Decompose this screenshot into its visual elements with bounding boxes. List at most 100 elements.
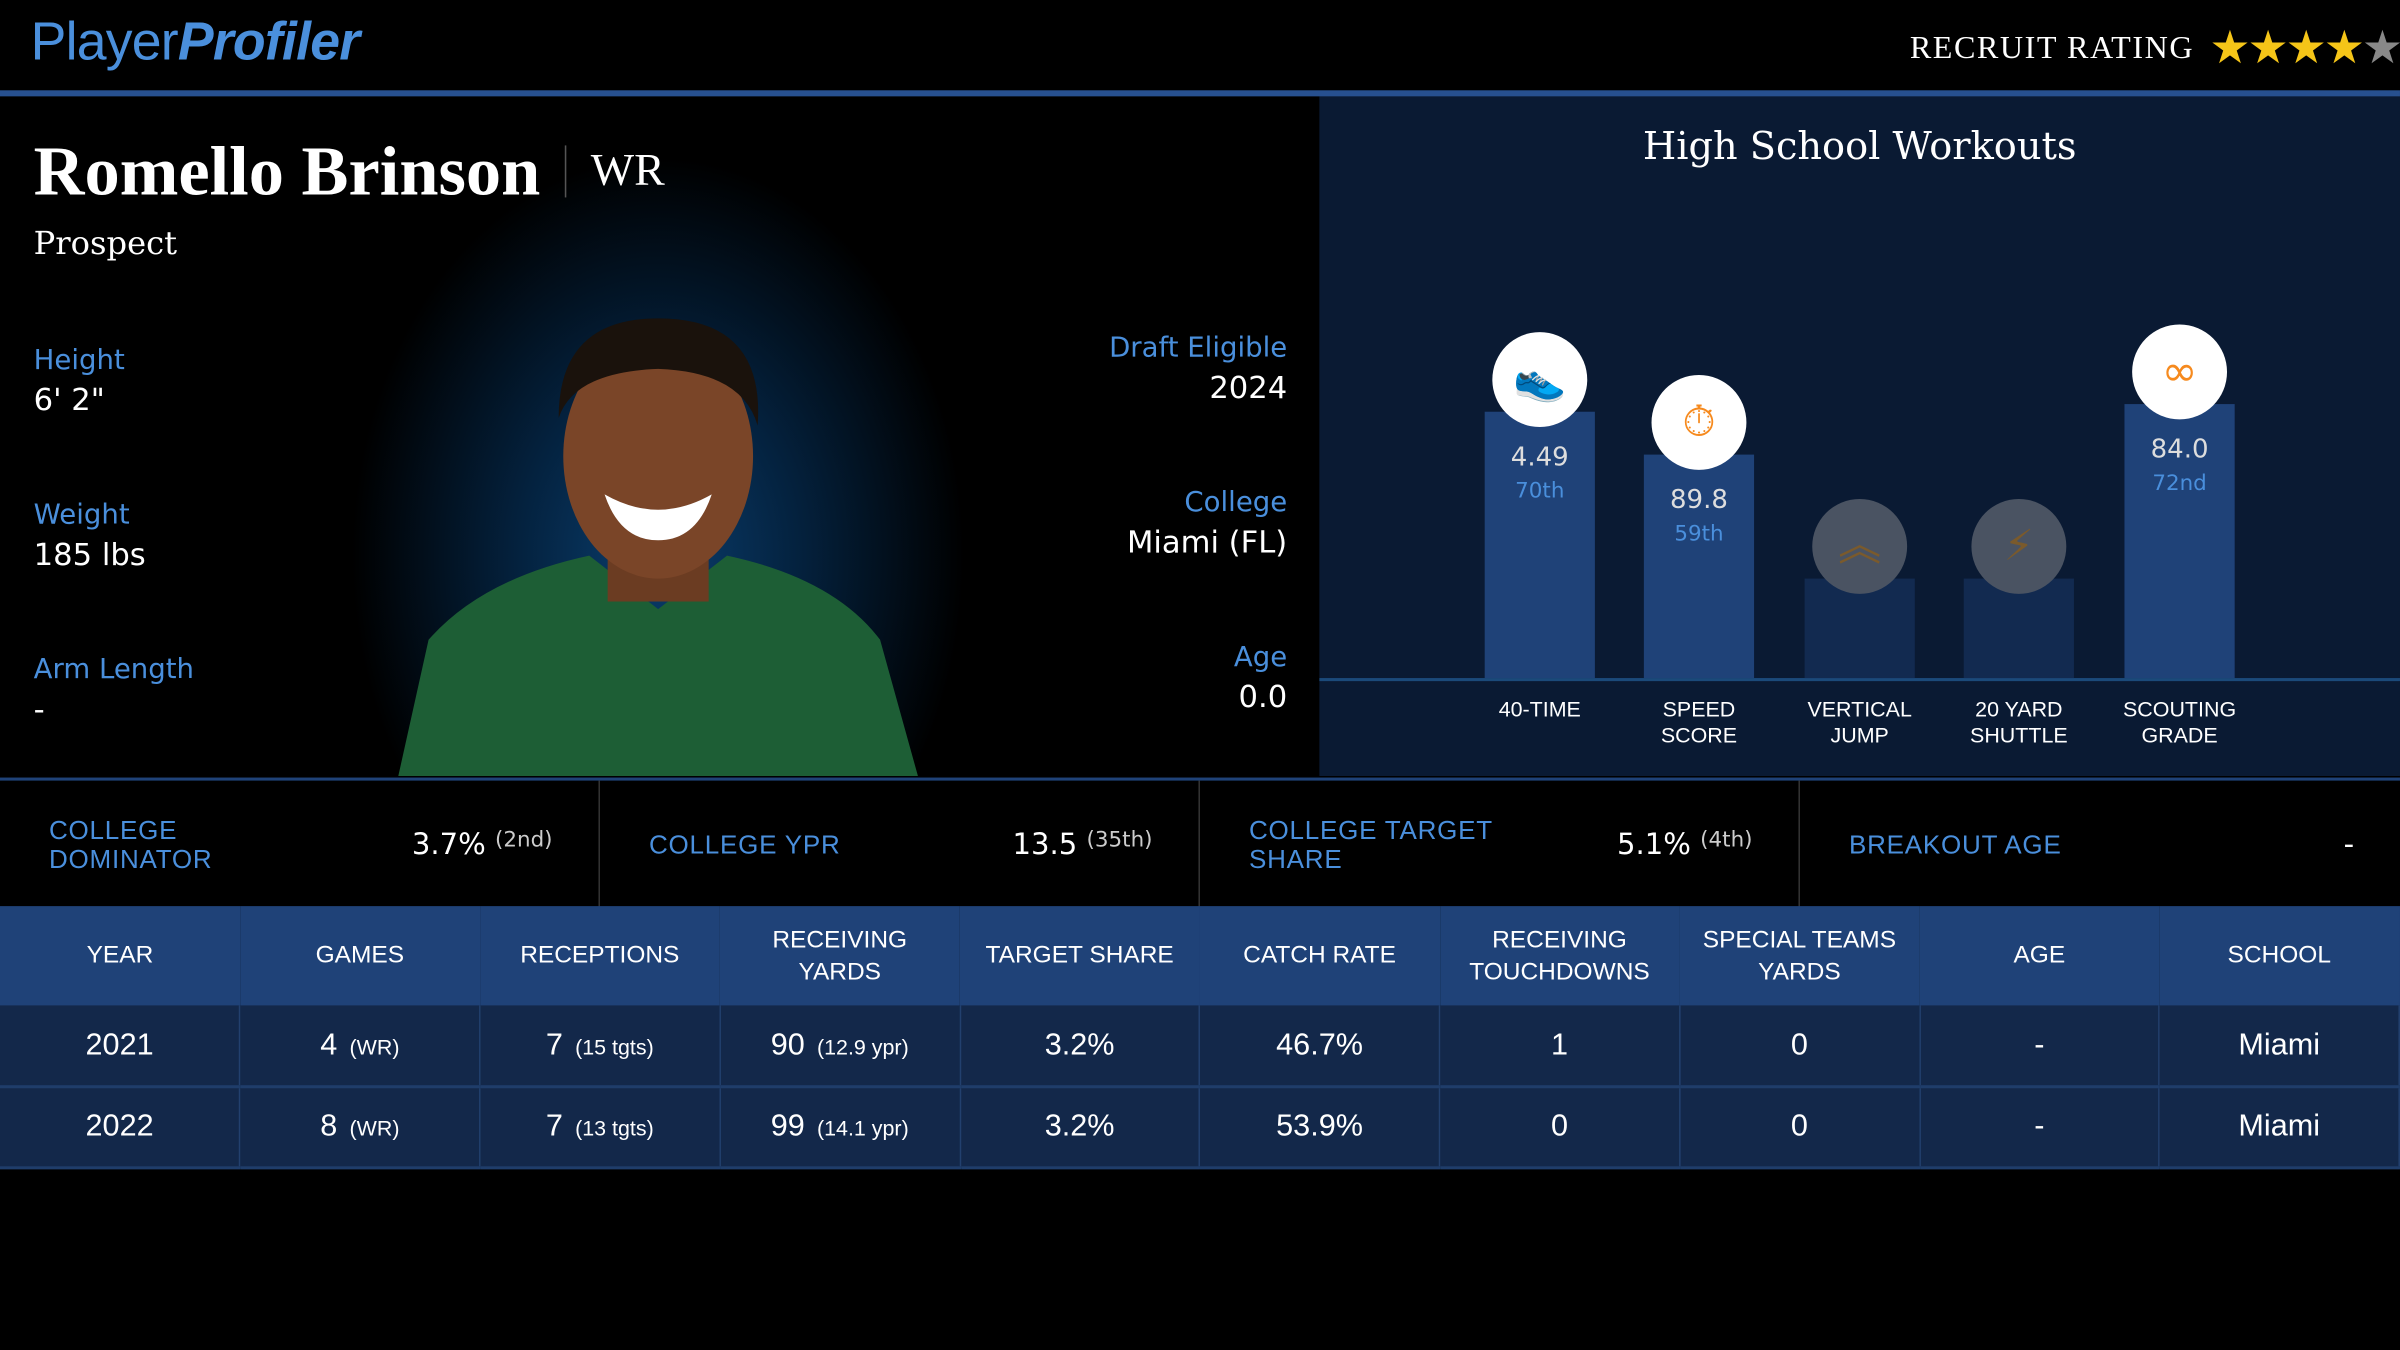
- workout-bar: [1643, 454, 1755, 679]
- metric-rank: (4th): [1700, 828, 1753, 853]
- column-header: RECEPTIONS: [479, 906, 720, 1006]
- cell-value: -: [2034, 1027, 2045, 1062]
- table-cell: 53.9%: [1199, 1086, 1441, 1170]
- table-cell: -: [1919, 1005, 2161, 1089]
- table-cell: 46.7%: [1199, 1005, 1441, 1089]
- metric-value: 3.7% (2nd): [412, 828, 553, 862]
- stopwatch-icon: ⏱: [1651, 374, 1747, 470]
- column-header: AGE: [1919, 906, 2160, 1006]
- table-cell: 0: [1679, 1086, 1921, 1170]
- metric-cell: COLLEGE TARGET SHARE 5.1% (4th): [1200, 780, 1800, 910]
- cell-value: 7: [545, 1109, 563, 1144]
- column-header: YEAR: [0, 906, 240, 1006]
- workout-value: 4.49: [1510, 442, 1569, 473]
- star-filled-icon: ★: [2209, 21, 2250, 75]
- cell-value: 4: [320, 1027, 338, 1062]
- arm-length-value: -: [33, 690, 45, 728]
- workout-percentile: 72nd: [2152, 471, 2207, 496]
- metric-number: 5.1%: [1617, 828, 1691, 862]
- top-header: PlayerProfiler RECRUIT RATING ★★★★★: [0, 0, 2400, 91]
- weight-label: Weight: [33, 498, 130, 532]
- cell-value: 0: [1790, 1109, 1808, 1144]
- cell-value: -: [2034, 1109, 2045, 1144]
- workout-label: 40-TIME: [1463, 696, 1616, 722]
- weight-value: 185 lbs: [33, 535, 146, 573]
- logo[interactable]: PlayerProfiler: [31, 12, 360, 73]
- player-position: WR: [564, 144, 665, 197]
- draft-eligible-label: Draft Eligible: [1109, 332, 1288, 365]
- recruit-rating: RECRUIT RATING ★★★★★: [1910, 21, 2400, 75]
- age-label: Age: [1233, 641, 1288, 674]
- workout-label-line1: SPEED: [1662, 696, 1736, 721]
- table-cell: 7 (15 tgts): [479, 1005, 721, 1089]
- workout-label-line1: VERTICAL: [1807, 696, 1912, 721]
- cell-detail: (14.1 ypr): [817, 1115, 909, 1141]
- metric-label: COLLEGE TARGET SHARE: [1248, 815, 1493, 874]
- cell-value: 99: [770, 1109, 805, 1144]
- metric-number: -: [2343, 828, 2355, 862]
- metric-value: 5.1% (4th): [1617, 828, 1753, 862]
- metric-rank: (2nd): [495, 828, 553, 853]
- metric-rank: (35th): [1086, 828, 1153, 853]
- cell-value: 2021: [85, 1027, 154, 1062]
- cell-value: 0: [1550, 1109, 1569, 1144]
- player-card: Romello Brinson WR Prospect Height 6' 2"…: [0, 96, 1320, 777]
- workout-label: SPEED SCORE: [1622, 696, 1775, 748]
- cell-value: 0: [1790, 1027, 1808, 1062]
- metric-value: -: [2344, 828, 2354, 862]
- table-cell: 8 (WR): [239, 1086, 481, 1170]
- table-cell: 1: [1439, 1005, 1681, 1089]
- table-cell: 90 (12.9 ypr): [719, 1005, 961, 1089]
- workout-percentile: 59th: [1674, 521, 1724, 547]
- metric-label: BREAKOUT AGE: [1848, 830, 2062, 860]
- logo-text-b: Profiler: [177, 12, 360, 72]
- height-value: 6' 2": [33, 381, 105, 418]
- metric-label: COLLEGE YPR: [648, 830, 841, 860]
- cell-value: 2022: [85, 1109, 154, 1144]
- workout-label-line1: 20 YARD: [1975, 696, 2063, 721]
- column-header: RECEIVING TOUCHDOWNS: [1439, 906, 1680, 1006]
- header-divider: [0, 90, 2400, 97]
- star-filled-icon: ★: [2247, 21, 2288, 75]
- recruit-rating-label: RECRUIT RATING: [1909, 29, 2195, 66]
- cell-value: 7: [545, 1027, 563, 1062]
- stats-table: YEAR GAMES RECEPTIONS RECEIVING YARDS TARGET…: [0, 906, 2400, 1170]
- table-cell: Miami: [2159, 1086, 2400, 1170]
- metric-cell: BREAKOUT AGE -: [1800, 781, 2400, 910]
- column-header: RECEIVING YARDS: [719, 906, 960, 1006]
- table-cell: 99 (14.1 ypr): [719, 1086, 961, 1170]
- table-cell: 3.2%: [959, 1005, 1201, 1089]
- workout-value: 84.0: [2150, 434, 2209, 466]
- cell-value: Miami: [2238, 1027, 2321, 1062]
- player-name: Romello Brinson: [33, 131, 541, 210]
- cell-detail: (12.9 ypr): [817, 1033, 909, 1059]
- metric-number: 13.5: [1012, 828, 1078, 862]
- table-cell: 7 (13 tgts): [479, 1086, 721, 1170]
- workout-bar: [1804, 578, 1915, 679]
- workout-label-line2: JUMP: [1830, 722, 1889, 747]
- star-filled-icon: ★: [2323, 21, 2365, 75]
- college-metrics: COLLEGE DOMINATOR 3.7% (2nd) COLLEGE YPR 13…: [0, 777, 2400, 910]
- table-cell: 2022: [0, 1086, 241, 1170]
- cell-value: 46.7%: [1276, 1027, 1363, 1062]
- star-empty-icon: ★: [2361, 21, 2400, 75]
- cell-detail: (15 tgts): [575, 1033, 654, 1059]
- metric-number: 3.7%: [411, 828, 486, 862]
- column-header: CATCH RATE: [1199, 906, 1440, 1006]
- player-status: Prospect: [33, 224, 178, 262]
- cell-detail: (13 tgts): [575, 1115, 654, 1141]
- height-label: Height: [33, 344, 125, 377]
- workout-percentile: 70th: [1515, 479, 1565, 504]
- cell-detail: (WR): [349, 1033, 400, 1059]
- table-row: 2022 8 (WR) 7 (13 tgts) 99 (14.1 ypr) 3.2% 53.9%…: [0, 1086, 2400, 1170]
- player-name-row: Romello Brinson WR: [34, 130, 665, 211]
- player-photo: [398, 318, 918, 777]
- cell-value: 8: [320, 1109, 338, 1144]
- workouts-panel: High School Workouts 👟 4.49 70th 40-TIME ⏱ 89…: [1319, 96, 2400, 777]
- column-header: TARGET SHARE: [959, 906, 1200, 1006]
- age-value: 0.0: [1238, 678, 1288, 715]
- cell-value: 3.2%: [1044, 1109, 1115, 1144]
- metric-value: 13.5 (35th): [1013, 828, 1153, 862]
- cell-value: Miami: [2238, 1109, 2321, 1144]
